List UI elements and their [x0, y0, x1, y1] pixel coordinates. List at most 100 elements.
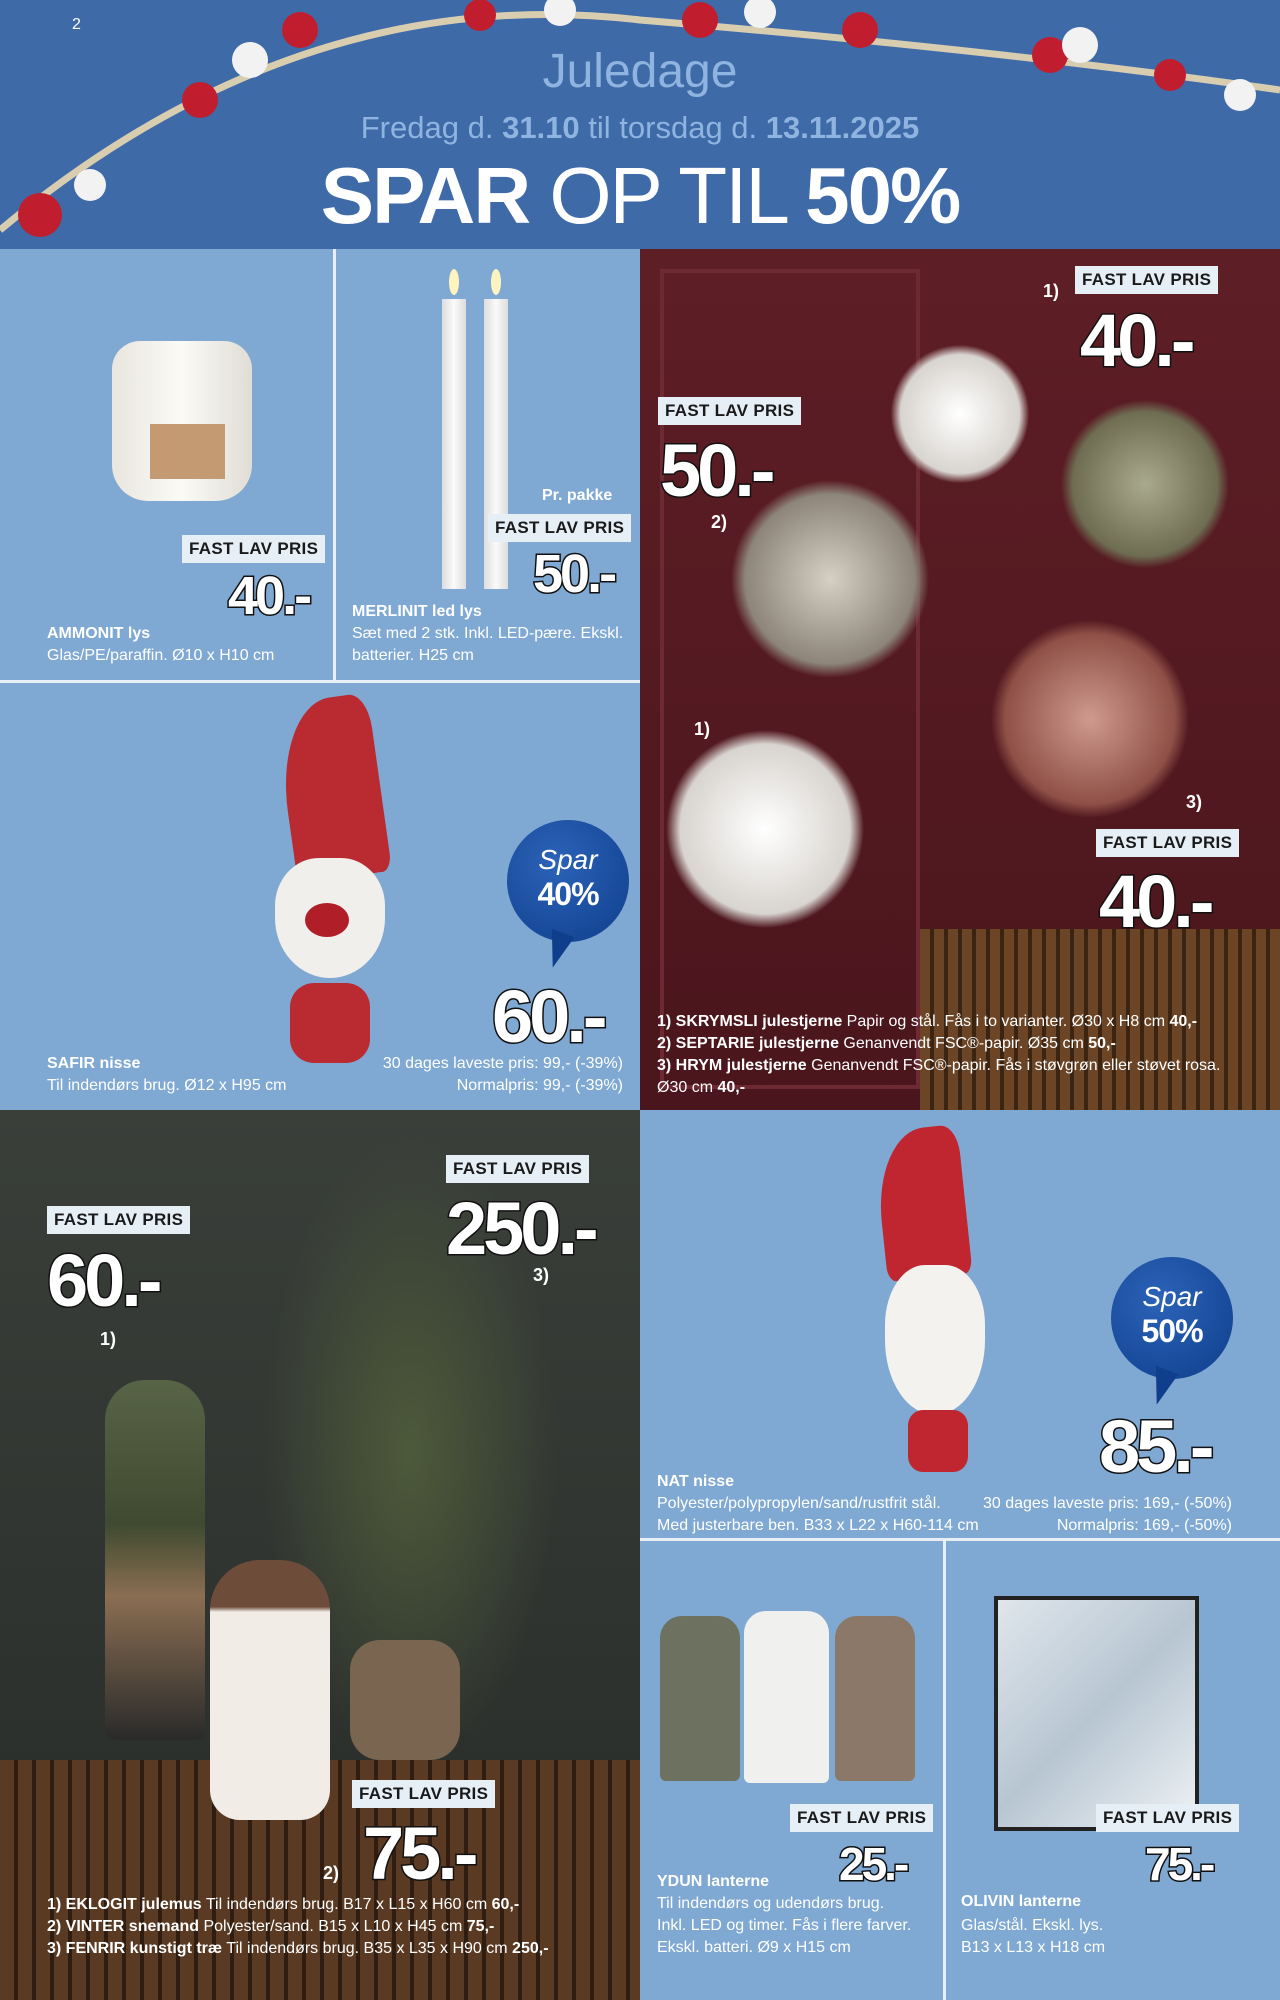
- date-from: 31.10: [502, 110, 580, 145]
- led-candle-image: [442, 299, 466, 589]
- spar-badge: Spar 50%: [1111, 1257, 1233, 1379]
- price-fenrir: 250.-: [445, 1187, 601, 1270]
- headline-spar: SPAR: [320, 151, 531, 240]
- fast-lav-pris-tag: FAST LAV PRIS: [658, 397, 802, 425]
- fast-lav-pris-tag: FAST LAV PRIS: [1075, 266, 1219, 294]
- line-text: Ø30 cm: [657, 1079, 718, 1096]
- price: 60.-: [491, 975, 609, 1058]
- spar-percent: 50%: [1141, 1313, 1203, 1349]
- desc-line: Ø30 cm 40,-: [657, 1077, 1220, 1099]
- desc-line: 2) VINTER snemand Polyester/sand. B15 x …: [47, 1916, 549, 1938]
- fast-lav-pris-tag: FAST LAV PRIS: [47, 1206, 191, 1234]
- paper-star-white-2: [665, 729, 865, 929]
- product-olivin[interactable]: FAST LAV PRIS 75.- OLIVIN lanterne Glas/…: [946, 1541, 1280, 2000]
- price-septarie: 50.-: [659, 429, 777, 512]
- desc-line: 3) HRYM julestjerne Genanvendt FSC®-papi…: [657, 1055, 1220, 1077]
- line-name: 1) EKLOGIT julemus: [47, 1896, 202, 1913]
- product-safir[interactable]: Spar 40% 60.- SAFIR nisse Til indendørs b…: [0, 683, 640, 1110]
- line-price: 250,-: [512, 1940, 549, 1957]
- line-name: 3) FENRIR kunstigt træ: [47, 1940, 223, 1957]
- led-candle-image: [484, 299, 508, 589]
- lantern-white: [744, 1611, 829, 1783]
- normal-price: Normalpris: 99,- (-39%): [456, 1077, 623, 1094]
- line-name: 2) SEPTARIE julestjerne: [657, 1035, 839, 1052]
- product-name: AMMONIT lys: [47, 625, 151, 642]
- headline-op-til: OP TIL: [549, 151, 787, 240]
- gnome-hat: [872, 1123, 973, 1283]
- desc-line: 1) SKRYMSLI julestjerne Papir og stål. F…: [657, 1011, 1220, 1033]
- fast-lav-pris-tag: FAST LAV PRIS: [1096, 829, 1240, 857]
- lantern-brown: [835, 1616, 915, 1781]
- group-descriptions: 1) EKLOGIT julemus Til indendørs brug. B…: [47, 1894, 549, 1960]
- normal-price: Normalpris: 169,- (-50%): [1056, 1517, 1232, 1534]
- sideboard: [920, 929, 1280, 1110]
- product-name: SAFIR nisse: [47, 1055, 141, 1072]
- line-name: 1) SKRYMSLI julestjerne: [657, 1013, 843, 1030]
- line-text: Til indendørs brug. B35 x L35 x H90 cm: [222, 1940, 513, 1957]
- product-desc: Glas/PE/paraffin. Ø10 x H10 cm: [47, 647, 275, 664]
- line-price: 40,-: [1169, 1013, 1198, 1030]
- product-ammonit[interactable]: FAST LAV PRIS 40.- AMMONIT lys Glas/PE/p…: [0, 249, 333, 680]
- product-desc: Ekskl. batteri. Ø9 x H15 cm: [657, 1939, 851, 1956]
- product-desc: Med justerbare ben. B33 x L22 x H60-114 …: [657, 1517, 979, 1534]
- lantern-green: [660, 1616, 740, 1781]
- line-text: Polyester/sand. B15 x L10 x H45 cm: [199, 1918, 467, 1935]
- product-desc: Til indendørs brug. Ø12 x H95 cm: [47, 1077, 287, 1094]
- desc-line: 3) FENRIR kunstigt træ Til indendørs bru…: [47, 1938, 549, 1960]
- line-text: Papir og stål. Fås i to varianter. Ø30 x…: [842, 1013, 1170, 1030]
- header-title: Juledage: [542, 45, 738, 98]
- spar-badge: Spar 40%: [507, 820, 629, 942]
- candle-label: [150, 424, 225, 479]
- line-text: Til indendørs brug. B17 x L15 x H60 cm: [201, 1896, 492, 1913]
- flame-icon: [449, 269, 459, 295]
- spar-label: Spar: [538, 844, 598, 875]
- line-name: 3) HRYM julestjerne: [657, 1057, 807, 1074]
- gnome-hat: [272, 692, 393, 884]
- product-julestjerne[interactable]: 1) FAST LAV PRIS 40.- FAST LAV PRIS 50.-…: [640, 249, 1280, 1110]
- line-price: 60,-: [491, 1896, 520, 1913]
- gnome-beard: [885, 1265, 985, 1415]
- product-desc: Inkl. LED og timer. Fås i flere farver.: [657, 1917, 912, 1934]
- product-name: YDUN lanterne: [657, 1873, 770, 1890]
- marker-2: 2): [323, 1863, 340, 1883]
- fast-lav-pris-tag: FAST LAV PRIS: [182, 535, 326, 563]
- mouse-figure: [105, 1380, 205, 1740]
- lowest-price-30-days: 30 dages laveste pris: 99,- (-39%): [382, 1055, 623, 1072]
- spar-label: Spar: [1142, 1281, 1202, 1312]
- date-to: 13.11.2025: [765, 110, 920, 145]
- page-number: 2: [72, 16, 81, 33]
- product-name: MERLINIT led lys: [352, 603, 482, 620]
- product-nat[interactable]: Spar 50% 85.- NAT nisse Polyester/polypro…: [640, 1110, 1280, 1538]
- marker-1: 1): [1043, 281, 1060, 301]
- header-dates: Fredag d. 31.10 til torsdag d. 13.11.202…: [0, 110, 1280, 146]
- fast-lav-pris-tag: FAST LAV PRIS: [352, 1780, 496, 1808]
- price: 85.-: [1098, 1405, 1216, 1488]
- product-desc: Polyester/polypropylen/sand/rustfrit stå…: [657, 1495, 941, 1512]
- desc-line: 2) SEPTARIE julestjerne Genanvendt FSC®-…: [657, 1033, 1220, 1055]
- fast-lav-pris-tag: FAST LAV PRIS: [1096, 1804, 1240, 1832]
- desc-line: 1) EKLOGIT julemus Til indendørs brug. B…: [47, 1894, 549, 1916]
- divider: [943, 1541, 946, 2000]
- marker-3: 3): [533, 1265, 550, 1285]
- paper-star-white: [890, 344, 1030, 484]
- divider: [0, 680, 640, 683]
- product-ydun[interactable]: FAST LAV PRIS 25.- YDUN lanterne Til ind…: [640, 1541, 943, 2000]
- line-text: Genanvendt FSC®-papir. Ø35 cm: [838, 1035, 1089, 1052]
- date-prefix: Fredag d.: [360, 110, 494, 145]
- paper-star-rose: [990, 619, 1190, 819]
- product-merlinit[interactable]: Pr. pakke FAST LAV PRIS 50.- MERLINIT le…: [336, 249, 640, 680]
- product-group-decor[interactable]: FAST LAV PRIS 250.- 3) FAST LAV PRIS 60.…: [0, 1110, 640, 2000]
- headline-percent: 50%: [805, 151, 961, 240]
- price: 25.-: [837, 1838, 910, 1890]
- star-descriptions: 1) SKRYMSLI julestjerne Papir og stål. F…: [657, 1011, 1220, 1099]
- product-desc: Sæt med 2 stk. Inkl. LED-pære. Ekskl.: [352, 625, 624, 642]
- product-desc: Glas/stål. Ekskl. lys.: [961, 1917, 1104, 1934]
- line-price: 75,-: [466, 1918, 495, 1935]
- marker-1: 1): [100, 1329, 117, 1349]
- marker-3: 3): [1186, 792, 1203, 812]
- line-name: 2) VINTER snemand: [47, 1918, 200, 1935]
- price-skrymsli: 40.-: [1079, 299, 1197, 382]
- product-name: OLIVIN lanterne: [961, 1893, 1082, 1910]
- price-vinter: 75.-: [362, 1812, 480, 1895]
- snowman-figure: [210, 1560, 330, 1820]
